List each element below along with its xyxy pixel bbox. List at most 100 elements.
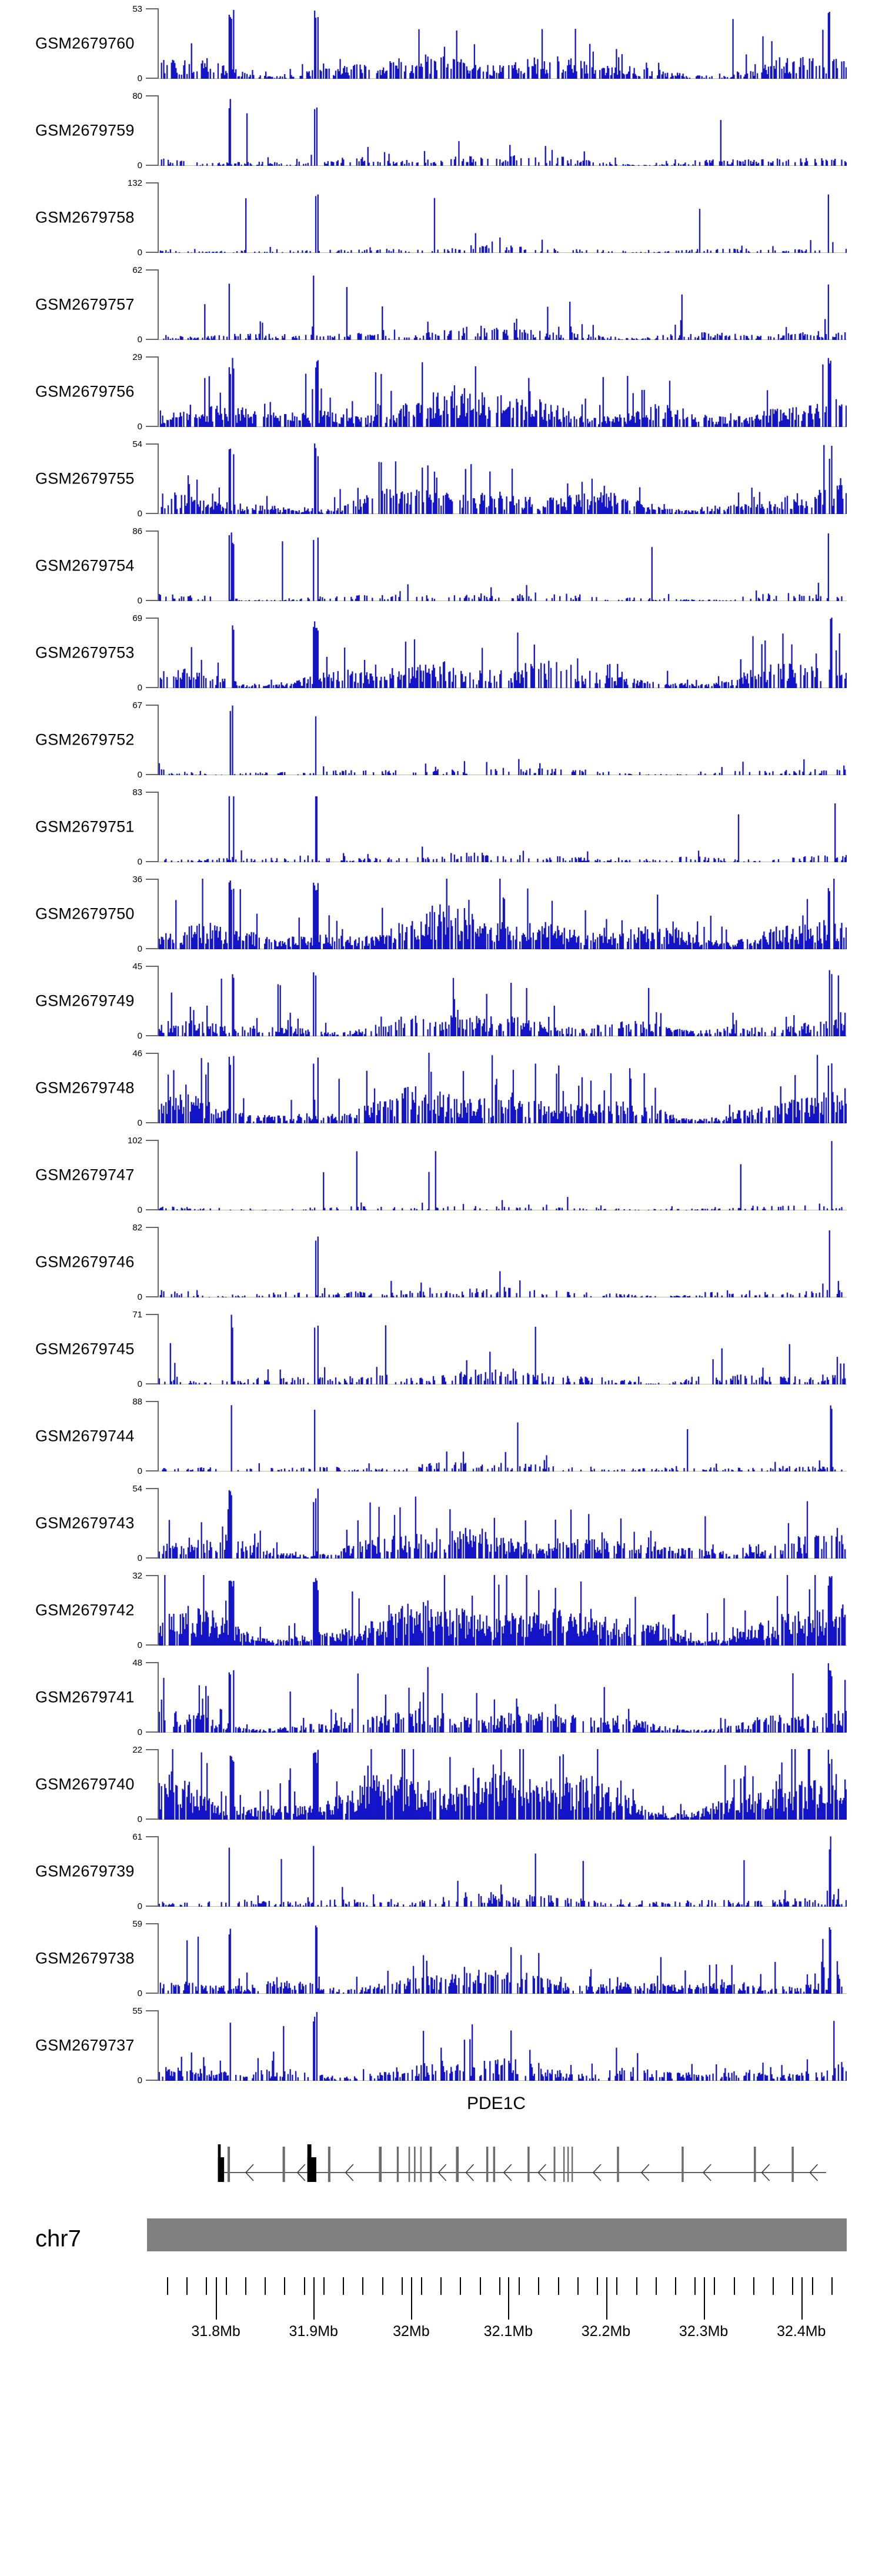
track-axis: 54 0 <box>132 440 847 518</box>
axis-tick-label: 32.4Mb <box>777 2323 826 2340</box>
coverage-track: GSM2679758 132 0 <box>0 174 882 261</box>
axis-min-label: 0 <box>137 683 142 693</box>
axis-max-label: 53 <box>132 4 142 14</box>
axis-minor-tick <box>167 2277 169 2295</box>
axis-tick-max <box>146 1140 158 1141</box>
coverage-plot <box>159 618 847 688</box>
axis-line <box>158 966 159 1036</box>
axis-minor-tick <box>616 2277 618 2295</box>
sample-label: GSM2679759 <box>35 121 135 139</box>
sample-label: GSM2679740 <box>35 1775 135 1793</box>
sample-label: GSM2679748 <box>35 1079 135 1097</box>
coverage-plot <box>159 1923 847 1994</box>
axis-min-label: 0 <box>137 2076 142 2086</box>
axis-minor-tick <box>440 2277 442 2295</box>
track-axis: 80 0 <box>132 92 847 170</box>
axis-min-label: 0 <box>137 1814 142 1824</box>
axis-tick-min <box>146 1383 158 1384</box>
coverage-plot <box>159 1749 847 1820</box>
axis-tick-min <box>146 1731 158 1733</box>
track-axis: 29 0 <box>132 353 847 431</box>
track-axis: 22 0 <box>132 1746 847 1824</box>
axis-major-tick <box>216 2277 218 2320</box>
axis-minor-tick <box>479 2277 481 2295</box>
axis-tick-min <box>146 861 158 862</box>
coverage-plot <box>159 269 847 340</box>
axis-min-label: 0 <box>137 857 142 867</box>
sample-label: GSM2679739 <box>35 1862 135 1880</box>
axis-line <box>158 1488 159 1559</box>
axis-tick-max <box>146 1227 158 1228</box>
axis-tick-min <box>146 687 158 688</box>
axis-tick-max <box>146 1662 158 1663</box>
track-axis: 48 0 <box>132 1659 847 1737</box>
axis-min-label: 0 <box>137 1118 142 1128</box>
axis-line <box>158 443 159 514</box>
coverage-track: GSM2679754 86 0 <box>0 522 882 609</box>
axis-minor-tick <box>792 2277 794 2295</box>
coverage-track: GSM2679737 55 0 <box>0 2002 882 2089</box>
coverage-track: GSM2679755 54 0 <box>0 435 882 522</box>
sample-label: GSM2679746 <box>35 1253 135 1271</box>
gene-label: PDE1C <box>466 2094 526 2113</box>
coverage-track: GSM2679745 71 0 <box>0 1306 882 1393</box>
axis-minor-tick <box>225 2277 227 2295</box>
chromosome-ideogram-track: chr7 <box>0 2201 882 2277</box>
axis-min-label: 0 <box>137 1466 142 1476</box>
track-axis: 53 0 <box>132 5 847 83</box>
axis-tick-min <box>146 1122 158 1123</box>
axis-minor-tick <box>323 2277 325 2295</box>
chromosome-label: chr7 <box>35 2225 81 2252</box>
axis-minor-tick <box>303 2277 305 2295</box>
track-axis: 54 0 <box>132 1484 847 1563</box>
gene-model-track: PDE1C <box>0 2089 882 2201</box>
axis-tick-min <box>146 78 158 79</box>
track-axis: 32 0 <box>132 1571 847 1650</box>
sample-label: GSM2679744 <box>35 1427 135 1445</box>
axis-tick-max <box>146 1836 158 1837</box>
sample-label: GSM2679754 <box>35 556 135 575</box>
axis-tick-max <box>146 1488 158 1489</box>
axis-line <box>158 269 159 340</box>
axis-tick-min <box>146 1209 158 1210</box>
axis-minor-tick <box>538 2277 540 2295</box>
axis-tick-min <box>146 600 158 601</box>
axis-minor-tick <box>557 2277 559 2295</box>
track-axis: 71 0 <box>132 1310 847 1389</box>
axis-tick-label: 31.9Mb <box>289 2323 338 2340</box>
axis-minor-tick <box>773 2277 774 2295</box>
axis-max-label: 32 <box>132 1571 142 1581</box>
track-axis: 55 0 <box>132 2007 847 2085</box>
axis-tick-max <box>146 1401 158 1402</box>
axis-line <box>158 95 159 166</box>
coverage-track: GSM2679757 62 0 <box>0 261 882 348</box>
coverage-track: GSM2679753 69 0 <box>0 609 882 696</box>
axis-tick-max <box>146 1314 158 1315</box>
track-axis: 86 0 <box>132 527 847 605</box>
axis-min-label: 0 <box>137 422 142 432</box>
axis-tick-min <box>146 1906 158 1907</box>
axis-tick-max <box>146 618 158 619</box>
sample-label: GSM2679750 <box>35 905 135 923</box>
axis-minor-tick <box>343 2277 345 2295</box>
axis-max-label: 46 <box>132 1049 142 1059</box>
track-axis: 82 0 <box>132 1223 847 1302</box>
axis-minor-tick <box>421 2277 422 2295</box>
axis-tick-max <box>146 182 158 183</box>
track-axis: 69 0 <box>132 614 847 692</box>
coverage-plot <box>159 1836 847 1907</box>
axis-minor-tick <box>186 2277 188 2295</box>
axis-line <box>158 1575 159 1646</box>
axis-max-label: 69 <box>132 613 142 623</box>
axis-line <box>158 1053 159 1123</box>
coverage-tracks-container: GSM2679760 53 0 GSM2679759 80 0 GSM2679758 132 0… <box>0 5 882 2089</box>
axis-min-label: 0 <box>137 1031 142 1041</box>
axis-max-label: 71 <box>132 1310 142 1320</box>
track-axis: 59 0 <box>132 1920 847 1998</box>
axis-tick-label: 32.2Mb <box>581 2323 631 2340</box>
axis-min-label: 0 <box>137 1901 142 1911</box>
axis-tick-max <box>146 269 158 271</box>
coverage-plot <box>159 443 847 514</box>
axis-line <box>158 792 159 862</box>
axis-line <box>158 2010 159 2081</box>
